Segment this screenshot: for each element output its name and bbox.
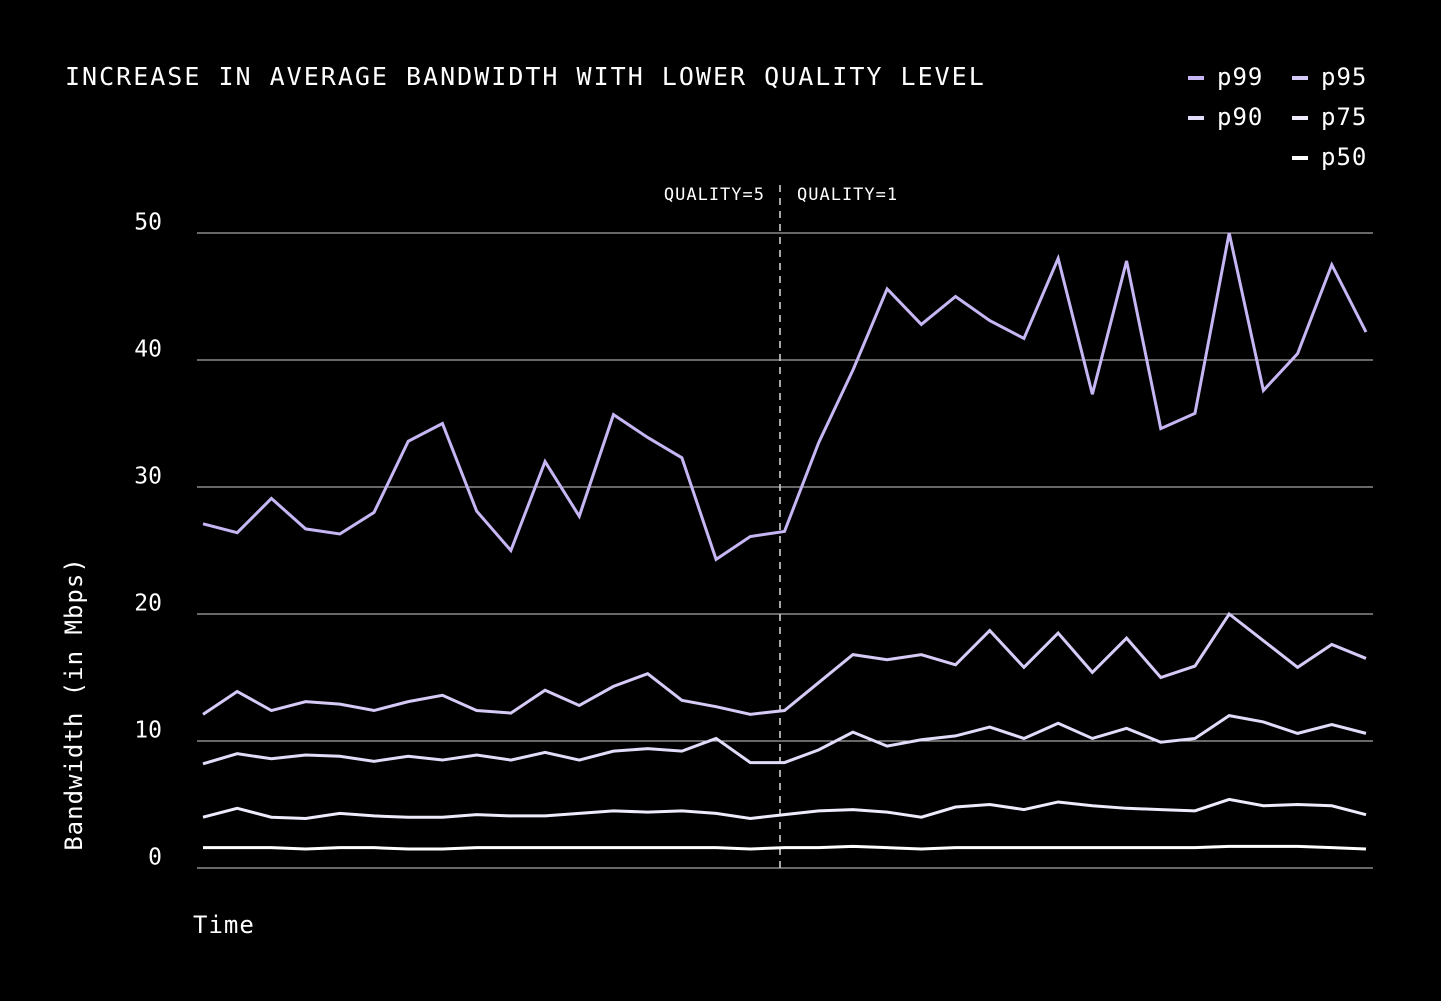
series-line <box>203 844 1367 851</box>
series-line <box>202 714 1367 766</box>
legend-label: p50 <box>1321 143 1367 171</box>
legend-label: p75 <box>1321 103 1367 131</box>
annotation: QUALITY=1 <box>797 185 898 205</box>
legend-label: p95 <box>1321 63 1367 91</box>
series-line <box>202 797 1367 820</box>
annotation: QUALITY=5 <box>664 185 765 205</box>
legend-label: p99 <box>1217 63 1263 91</box>
y-tick-label: 50 <box>134 210 162 236</box>
legend-label: p90 <box>1217 103 1263 131</box>
series-line <box>202 232 1368 562</box>
series-line <box>202 611 1367 716</box>
y-tick-label: 30 <box>134 464 162 490</box>
y-tick-label: 0 <box>148 845 162 871</box>
y-tick-label: 20 <box>134 591 162 617</box>
y-axis-label: Bandwidth (in Mbps) <box>60 557 88 851</box>
x-axis-label: Time <box>193 911 255 939</box>
y-tick-label: 10 <box>134 718 162 744</box>
chart-title: INCREASE IN AVERAGE BANDWIDTH WITH LOWER… <box>65 62 986 91</box>
y-tick-label: 40 <box>134 337 162 363</box>
